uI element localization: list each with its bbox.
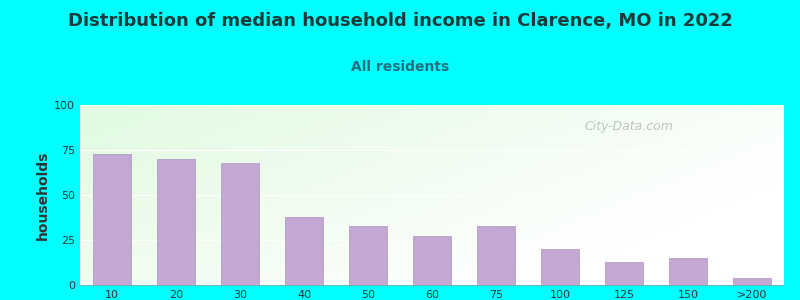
Bar <box>221 163 259 285</box>
Text: All residents: All residents <box>351 60 449 74</box>
Bar <box>349 226 387 285</box>
Bar <box>285 217 323 285</box>
Bar <box>93 154 131 285</box>
Bar <box>605 262 643 285</box>
Bar <box>669 258 707 285</box>
Bar <box>541 249 579 285</box>
Bar <box>413 236 451 285</box>
Y-axis label: households: households <box>36 150 50 240</box>
Bar <box>733 278 771 285</box>
Text: City-Data.com: City-Data.com <box>585 120 674 133</box>
Bar <box>157 159 195 285</box>
Text: Distribution of median household income in Clarence, MO in 2022: Distribution of median household income … <box>67 12 733 30</box>
Bar <box>477 226 515 285</box>
